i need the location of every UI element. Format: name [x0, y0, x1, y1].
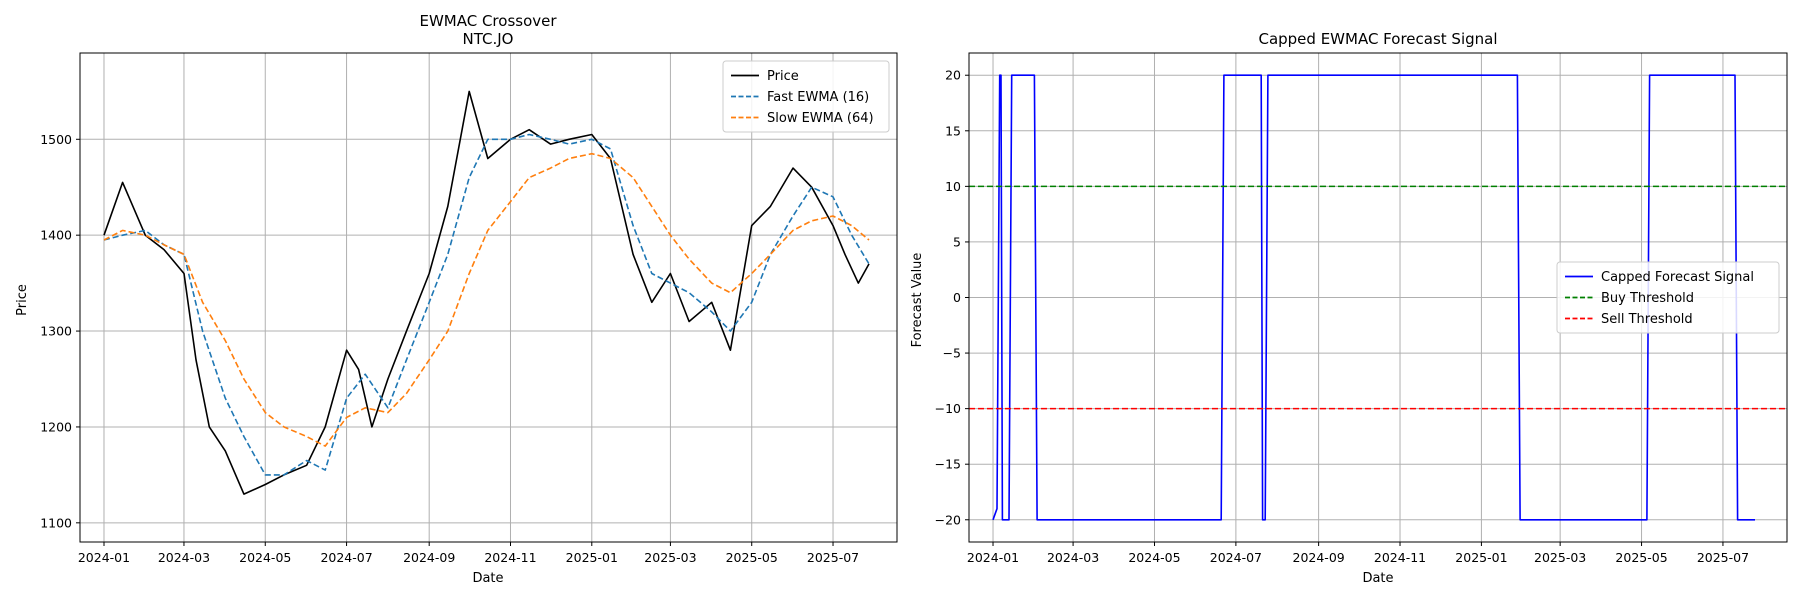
legend-label: Buy Threshold [1601, 291, 1694, 306]
y-tick-label: 20 [945, 68, 961, 83]
y-tick-label: −20 [935, 512, 961, 527]
chart0-title-line2: NTC.JO [463, 30, 514, 48]
x-tick-label: 2024-05 [1128, 550, 1180, 565]
legend-label: Capped Forecast Signal [1601, 270, 1754, 285]
x-tick-label: 2025-05 [726, 550, 778, 565]
chart0-series [104, 91, 869, 494]
chart1-title: Capped EWMAC Forecast Signal [1258, 30, 1497, 48]
x-tick-label: 2025-01 [566, 550, 618, 565]
chart0-title-line1: EWMAC Crossover [419, 12, 557, 30]
x-tick-label: 2024-09 [403, 550, 455, 565]
ewmac-crossover-chart: EWMAC Crossover NTC.JO Date Price 2024-0… [15, 12, 897, 586]
chart0-ylabel: Price [15, 284, 30, 316]
x-tick-label: 2024-03 [1047, 550, 1099, 565]
x-tick-label: 2025-07 [807, 550, 859, 565]
x-tick-label: 2025-05 [1615, 550, 1667, 565]
y-tick-label: 0 [953, 290, 961, 305]
y-tick-label: 1100 [40, 515, 72, 530]
legend-label: Price [767, 69, 799, 84]
x-tick-label: 2024-01 [967, 550, 1019, 565]
x-tick-label: 2024-05 [239, 550, 291, 565]
x-tick-label: 2024-07 [1210, 550, 1262, 565]
y-tick-label: 1300 [40, 324, 72, 339]
y-tick-label: −15 [935, 457, 961, 472]
x-tick-label: 2025-07 [1697, 550, 1749, 565]
series-line-2 [104, 154, 869, 446]
chart0-legend: Price Fast EWMA (16) Slow EWMA (64) [723, 61, 889, 132]
legend-label: Slow EWMA (64) [767, 111, 874, 126]
legend-label: Fast EWMA (16) [767, 90, 869, 105]
chart1-xlabel: Date [1362, 571, 1393, 586]
series-line-0 [104, 91, 869, 494]
y-tick-label: 15 [945, 123, 961, 138]
y-tick-label: −5 [943, 346, 961, 361]
x-tick-label: 2024-03 [158, 550, 210, 565]
chart1-ylabel: Forecast Value [910, 253, 925, 348]
x-tick-label: 2025-03 [644, 550, 696, 565]
x-tick-label: 2024-07 [320, 550, 372, 565]
legend-label: Sell Threshold [1601, 312, 1693, 327]
x-tick-label: 2024-11 [1374, 550, 1426, 565]
x-tick-label: 2025-01 [1455, 550, 1507, 565]
x-tick-label: 2024-11 [484, 550, 536, 565]
x-tick-label: 2025-03 [1534, 550, 1586, 565]
forecast-signal-chart: Capped EWMAC Forecast Signal Date Foreca… [910, 30, 1787, 586]
chart0-xlabel: Date [472, 571, 503, 586]
y-tick-label: 10 [945, 179, 961, 194]
x-tick-label: 2024-09 [1293, 550, 1345, 565]
x-tick-label: 2024-01 [78, 550, 130, 565]
chart1-legend: Capped Forecast Signal Buy Threshold Sell … [1557, 262, 1779, 333]
y-tick-label: 1500 [40, 132, 72, 147]
y-tick-label: −10 [935, 401, 961, 416]
y-tick-label: 5 [953, 234, 961, 249]
y-tick-label: 1400 [40, 228, 72, 243]
series-line-1 [104, 135, 869, 475]
y-tick-label: 1200 [40, 419, 72, 434]
